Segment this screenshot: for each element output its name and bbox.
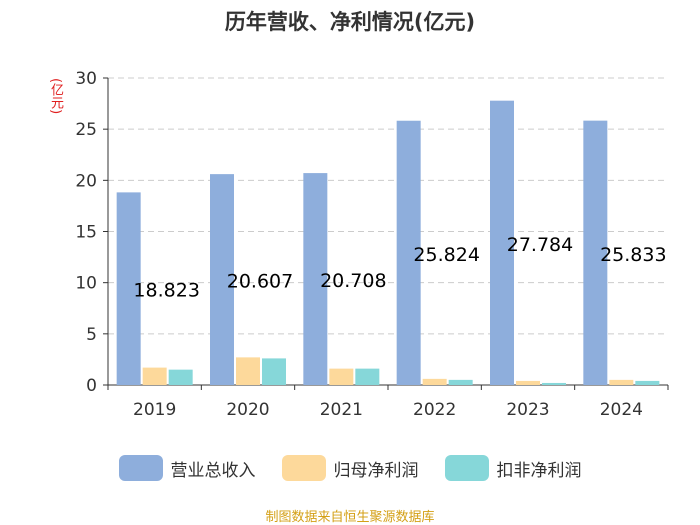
legend-item-deducted-profit[interactable]: 扣非净利润 xyxy=(444,455,582,481)
data-source-note: 制图数据来自恒生聚源数据库 xyxy=(265,510,435,525)
bar-2-2019 xyxy=(168,369,193,385)
chart-legend: 营业总收入 归母净利润 扣非净利润 xyxy=(0,455,700,481)
bar-2-2024 xyxy=(635,380,660,385)
bar-1-2020 xyxy=(236,357,260,385)
data-label-revenue-2020: 20.607 xyxy=(227,271,293,293)
y-tick-label-0: 0 xyxy=(86,376,97,396)
x-tick-label-2020: 2020 xyxy=(226,400,269,420)
legend-label-deducted-profit: 扣非净利润 xyxy=(496,460,582,481)
y-tick-label-15: 15 xyxy=(75,223,97,243)
y-tick-label-30: 30 xyxy=(75,69,97,89)
bar-2-2021 xyxy=(355,368,380,385)
legend-label-net-profit: 归母净利润 xyxy=(333,460,419,481)
bar-1-2019 xyxy=(142,367,167,385)
legend-label-revenue: 营业总收入 xyxy=(170,460,256,481)
bar-0-2022 xyxy=(396,120,421,385)
legend-swatch-revenue xyxy=(118,455,163,481)
bar-0-2024 xyxy=(583,120,608,385)
bar-2-2022 xyxy=(448,379,473,385)
data-label-revenue-2023: 27.784 xyxy=(507,234,573,256)
y-tick-label-20: 20 xyxy=(75,171,97,191)
x-tick-label-2019: 2019 xyxy=(133,400,176,420)
legend-item-revenue[interactable]: 营业总收入 xyxy=(118,455,256,481)
bar-0-2020 xyxy=(210,174,234,385)
bar-2-2023 xyxy=(542,382,566,385)
bar-1-2021 xyxy=(329,368,354,385)
data-label-revenue-2021: 20.708 xyxy=(320,270,386,292)
x-tick-label-2021: 2021 xyxy=(320,400,363,420)
y-tick-label-10: 10 xyxy=(75,274,97,294)
bar-1-2023 xyxy=(516,380,540,385)
bar-0-2019 xyxy=(116,192,141,385)
bar-0-2021 xyxy=(303,173,328,385)
x-tick-label-2022: 2022 xyxy=(413,400,456,420)
chart-title: 历年营收、净利情况(亿元) xyxy=(224,10,476,34)
y-tick-label-25: 25 xyxy=(75,120,97,140)
y-axis-unit-label: (亿元) xyxy=(48,78,63,115)
x-tick-label-2023: 2023 xyxy=(506,400,549,420)
legend-swatch-deducted-profit xyxy=(444,455,489,481)
bar-2-2020 xyxy=(262,358,286,385)
data-label-revenue-2019: 18.823 xyxy=(133,280,199,302)
data-label-revenue-2024: 25.833 xyxy=(600,244,666,266)
bar-1-2022 xyxy=(422,378,447,385)
legend-item-net-profit[interactable]: 归母净利润 xyxy=(281,455,419,481)
data-label-revenue-2022: 25.824 xyxy=(413,244,479,266)
legend-swatch-net-profit xyxy=(281,455,326,481)
bar-0-2023 xyxy=(490,100,514,385)
x-tick-label-2024: 2024 xyxy=(600,400,643,420)
bar-1-2024 xyxy=(609,379,634,385)
y-tick-label-5: 5 xyxy=(86,325,97,345)
